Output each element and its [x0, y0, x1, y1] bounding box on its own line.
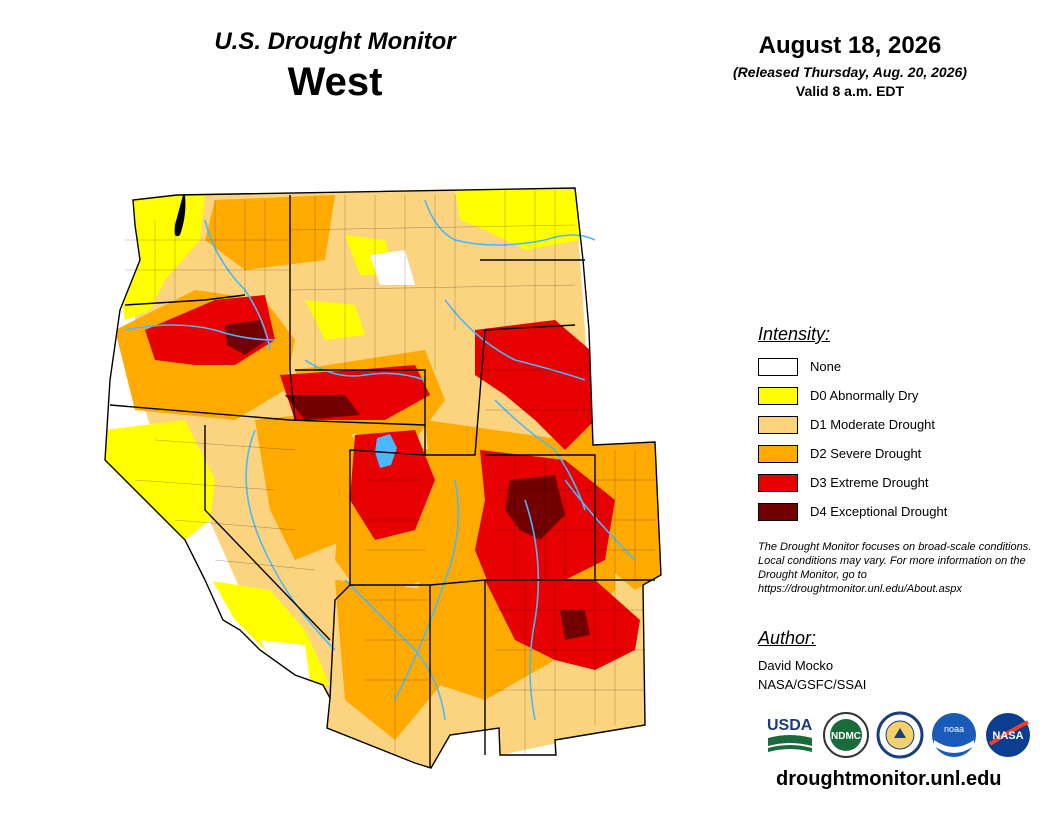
- author-affiliation: NASA/GSFC/SSAI: [758, 677, 867, 692]
- release-date: (Released Thursday, Aug. 20, 2026): [733, 64, 967, 80]
- puget-sound: [174, 195, 186, 237]
- county-borders: [125, 190, 655, 755]
- none-area-socal: [260, 640, 310, 685]
- legend-row-d3: D3 Extreme Drought: [758, 468, 1048, 497]
- state-borders: [104, 187, 662, 769]
- d4-area-colorado: [505, 475, 565, 540]
- legend-swatch: [758, 357, 798, 376]
- legend-label: D0 Abnormally Dry: [810, 388, 919, 403]
- d4-area-oklahoma: [560, 610, 590, 640]
- legend-swatch: [758, 386, 798, 405]
- drought-map: [104, 187, 662, 769]
- legend-label: D4 Exceptional Drought: [810, 504, 948, 519]
- author-block: David Mocko NASA/GSFC/SSAI: [758, 656, 866, 694]
- legend-title: Intensity:: [758, 324, 831, 344]
- rivers: [124, 199, 636, 721]
- legend-row-d1: D1 Moderate Drought: [758, 410, 1048, 439]
- ndmc-logo-text: NDMC: [831, 731, 861, 742]
- d3-area-sd-ne: [475, 320, 595, 450]
- nasa-logo-text: NASA: [992, 730, 1023, 742]
- valid-time: Valid 8 a.m. EDT: [795, 83, 905, 99]
- ndmc-logo: NDMC: [823, 712, 869, 758]
- info-note: The Drought Monitor focuses on broad-sca…: [758, 541, 1032, 595]
- map-date: August 18, 2026: [758, 32, 942, 59]
- d0-area-idaho: [305, 300, 365, 340]
- map-subtitle: U.S. Drought Monitor: [214, 28, 456, 55]
- header-left: U.S. Drought Monitor West: [150, 28, 520, 105]
- usda-logo: USDA: [767, 717, 813, 752]
- legend-swatch: [758, 473, 798, 492]
- legend: Intensity: None D0 Abnormally Dry D1 Mod…: [758, 324, 1048, 526]
- commerce-seal-logo: [876, 711, 924, 759]
- legend-label: D3 Extreme Drought: [810, 475, 929, 490]
- noaa-logo: noaa: [932, 713, 976, 757]
- nasa-logo: NASA: [986, 713, 1030, 757]
- legend-swatch: [758, 502, 798, 521]
- legend-swatch: [758, 444, 798, 463]
- legend-label: D2 Severe Drought: [810, 446, 922, 461]
- d2-area-az: [335, 580, 445, 740]
- none-area-montana: [370, 250, 415, 285]
- legend-row-d0: D0 Abnormally Dry: [758, 381, 1048, 410]
- d0-area-nd: [455, 188, 580, 250]
- legend-row-none: None: [758, 352, 1048, 381]
- legend-row-d4: D4 Exceptional Drought: [758, 497, 1048, 526]
- noaa-logo-text: noaa: [944, 724, 964, 734]
- legend-row-d2: D2 Severe Drought: [758, 439, 1048, 468]
- header-right: August 18, 2026 (Released Thursday, Aug.…: [690, 32, 1010, 99]
- author-title: Author:: [758, 628, 817, 648]
- author-name: David Mocko: [758, 658, 834, 673]
- usda-logo-text: USDA: [767, 717, 813, 734]
- d2-area-north: [205, 195, 335, 270]
- website-url: droughtmonitor.unl.edu: [776, 768, 1002, 790]
- d3-area-utah: [350, 430, 435, 540]
- d0-area-norcal: [105, 420, 215, 540]
- great-salt-lake: [375, 434, 397, 468]
- d2-area-nevada: [255, 410, 365, 560]
- legend-label: D1 Moderate Drought: [810, 417, 936, 432]
- legend-swatch: [758, 415, 798, 434]
- legend-label: None: [810, 359, 842, 374]
- logo-bar: USDA NDMC noaa NASA: [766, 710, 1046, 762]
- d4-area-wyoming: [285, 395, 360, 420]
- map-title: West: [287, 60, 383, 104]
